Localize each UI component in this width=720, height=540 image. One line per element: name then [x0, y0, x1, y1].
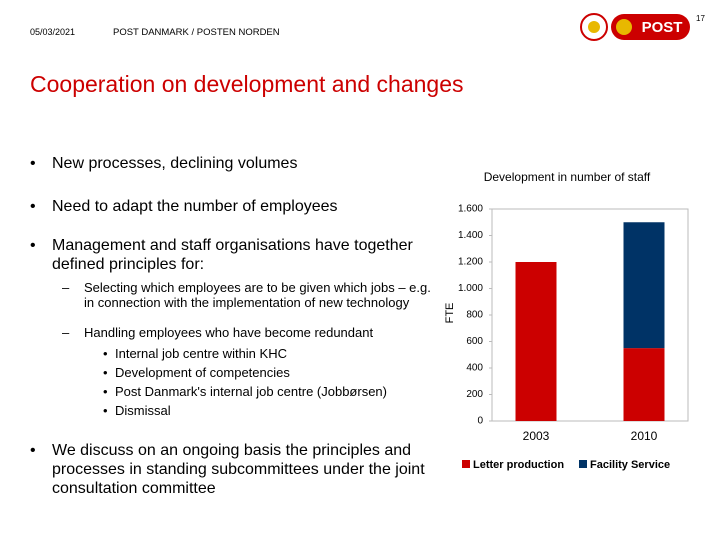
- y-tick-label: 800: [466, 310, 483, 321]
- logo-horn: [616, 19, 632, 35]
- y-tick-label: 1.400: [458, 230, 483, 241]
- bullet: Management and staff organisations have …: [30, 236, 422, 274]
- sub-bullet: Handling employees who have become redun…: [62, 325, 434, 341]
- sub-sub-bullet: Development of competencies: [103, 365, 290, 380]
- sub-bullet: Selecting which employees are to be give…: [62, 280, 434, 310]
- x-tick-label: 2003: [523, 429, 550, 443]
- bar-segment: [623, 348, 665, 421]
- y-tick-label: 400: [466, 363, 483, 374]
- crest-center: [588, 21, 600, 33]
- y-tick-label: 0: [477, 416, 483, 427]
- date: 05/03/2021: [30, 27, 76, 37]
- y-axis-label: FTE: [444, 303, 456, 324]
- y-tick-label: 1.600: [458, 204, 483, 215]
- organisation: POST DANMARK / POSTEN NORDEN: [113, 27, 280, 38]
- logo-text: POST: [642, 19, 683, 36]
- bullet: New processes, declining volumes: [30, 154, 432, 173]
- y-tick-label: 1.200: [458, 257, 483, 268]
- sub-sub-bullet: Dismissal: [103, 403, 171, 418]
- y-tick-label: 1.000: [458, 283, 483, 294]
- sub-sub-bullet: Post Danmark's internal job centre (Jobb…: [103, 384, 387, 399]
- bar-segment: [623, 222, 665, 349]
- page-number: 17: [696, 14, 705, 23]
- y-tick-label: 600: [466, 336, 483, 347]
- sub-sub-bullet: Internal job centre within KHC: [103, 346, 287, 361]
- bullet: Need to adapt the number of employees: [30, 197, 432, 216]
- logo: POST: [580, 13, 690, 41]
- legend-label: Letter production: [473, 459, 564, 471]
- legend-swatch: [579, 460, 587, 468]
- legend-swatch: [462, 460, 470, 468]
- y-tick-label: 200: [466, 389, 483, 400]
- legend-label: Facility Service: [590, 459, 670, 471]
- x-tick-label: 2010: [631, 429, 658, 443]
- slide-title: Cooperation on development and changes: [30, 71, 464, 97]
- logo-pill: [611, 14, 690, 40]
- bullet: We discuss on an ongoing basis the princ…: [30, 441, 444, 498]
- chart-title: Development in number of staff: [484, 170, 651, 184]
- bar-segment: [515, 262, 557, 421]
